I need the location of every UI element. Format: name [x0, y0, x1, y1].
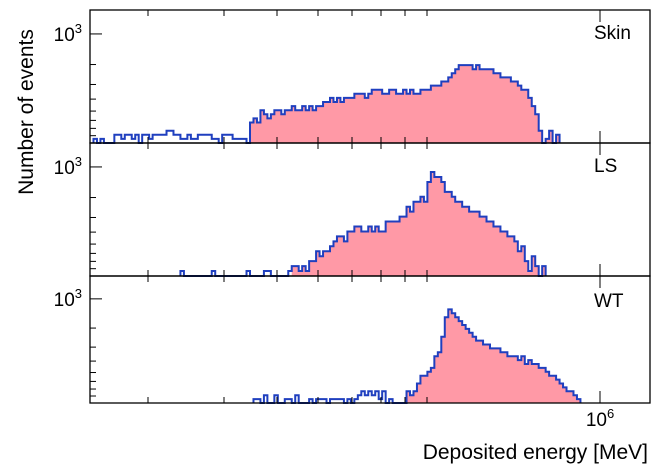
panel-skin: 103 Skin [54, 9, 651, 144]
panel-frame [89, 275, 651, 404]
panel-label: WT [594, 291, 624, 312]
panels: 103 Skin 103 LS 103 WT [54, 9, 651, 404]
x-axis: 106 Deposited energy [MeV] [423, 406, 648, 464]
y-tick-label: 103 [54, 154, 82, 179]
y-tick-label: 103 [54, 21, 82, 46]
histogram-outline [252, 308, 582, 404]
panel-wt: 103 WT [54, 275, 651, 404]
y-tick-label: 103 [54, 286, 82, 311]
histogram-outline [92, 64, 561, 144]
histogram-fill [250, 65, 560, 143]
x-tick-label: 106 [586, 406, 614, 431]
histogram-fill [399, 309, 581, 403]
panel-ls: 103 LS [54, 142, 651, 277]
histogram-fill [291, 172, 546, 276]
panel-label: Skin [594, 23, 631, 44]
panel-label: LS [594, 156, 617, 177]
x-axis-label: Deposited energy [MeV] [423, 441, 648, 464]
y-axis-label: Number of events [15, 29, 38, 195]
